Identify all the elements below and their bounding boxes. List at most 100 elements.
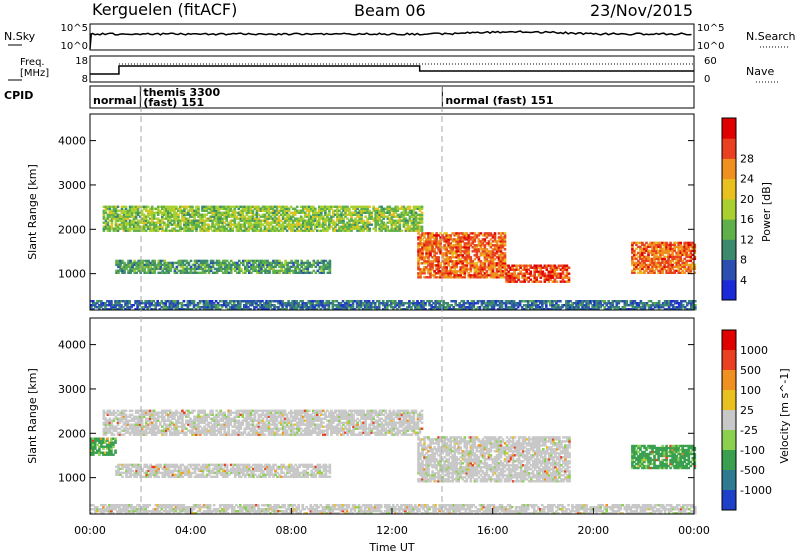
heatmap-cell — [134, 225, 138, 228]
heatmap-cell — [673, 255, 677, 259]
heatmap-cell — [322, 259, 326, 263]
heatmap-cell — [191, 209, 194, 212]
heatmap-cell — [433, 264, 436, 267]
heatmap-cell — [210, 300, 214, 303]
heatmap-cell — [693, 263, 697, 267]
heatmap-cell — [448, 304, 452, 307]
heatmap-cell — [304, 271, 308, 274]
heatmap-cell — [360, 221, 363, 224]
heatmap-cell — [156, 219, 160, 222]
heatmap-cell — [635, 261, 638, 265]
heatmap-cell — [497, 254, 501, 257]
heatmap-cell — [322, 263, 326, 267]
heatmap-cell — [683, 306, 687, 309]
heatmap-cell — [348, 219, 351, 222]
heatmap-cell — [165, 207, 168, 210]
heatmap-cell — [143, 267, 147, 271]
heatmap-cell — [106, 221, 110, 224]
heatmap-cell — [441, 276, 444, 279]
heatmap-cell — [657, 300, 661, 303]
heatmap-cell — [374, 217, 378, 220]
heatmap-cell — [283, 225, 287, 228]
heatmap-cell — [176, 300, 180, 303]
heatmap-cell — [645, 267, 648, 271]
heatmap-cell — [221, 211, 225, 214]
heatmap-cell — [449, 260, 453, 263]
heatmap-cell — [250, 263, 253, 267]
heatmap-cell — [154, 304, 158, 307]
heatmap-cell — [502, 302, 506, 305]
heatmap-cell — [561, 276, 565, 279]
y-tick-label: 2000 — [58, 223, 86, 236]
heatmap-cell — [239, 205, 243, 208]
heatmap-cell — [306, 265, 310, 269]
heatmap-cell — [457, 244, 461, 247]
heatmap-cell — [159, 261, 163, 265]
heatmap-cell — [627, 308, 631, 311]
heatmap-cell — [213, 227, 216, 230]
heatmap-cell — [124, 219, 128, 222]
heatmap-cell — [209, 219, 212, 222]
heatmap-cell — [314, 261, 318, 265]
heatmap-cell — [173, 221, 176, 224]
heatmap-cell — [367, 306, 371, 309]
heatmap-cell — [217, 209, 220, 212]
heatmap-cell — [220, 306, 224, 309]
heatmap-cell — [293, 302, 296, 305]
heatmap-cell — [669, 243, 672, 247]
heatmap-cell — [165, 217, 168, 220]
heatmap-cell — [631, 302, 635, 305]
heatmap-cell — [358, 209, 361, 212]
heatmap-cell — [171, 207, 174, 210]
heatmap-cell — [665, 249, 668, 253]
heatmap-cell — [394, 223, 398, 226]
heatmap-cell — [140, 308, 143, 311]
heatmap-cell — [404, 209, 408, 212]
heatmap-cell — [543, 280, 547, 283]
heatmap-cell — [669, 271, 672, 274]
heatmap-cell — [112, 429, 116, 432]
heatmap-cell — [177, 223, 180, 226]
heatmap-cell — [549, 270, 553, 273]
heatmap-cell — [494, 300, 498, 303]
heatmap-cell — [366, 207, 369, 210]
heatmap-cell — [218, 304, 222, 307]
heatmap-cell — [549, 276, 553, 279]
heatmap-cell — [497, 266, 501, 269]
heatmap-cell — [421, 232, 424, 235]
heatmap-cell — [122, 409, 126, 412]
heatmap-cell — [645, 249, 648, 253]
heatmap-cell — [277, 308, 280, 311]
heatmap-cell — [215, 227, 218, 230]
heatmap-cell — [356, 211, 359, 214]
heatmap-cell — [591, 304, 594, 307]
heatmap-cell — [402, 308, 405, 311]
heatmap-cell — [303, 205, 307, 208]
heatmap-cell — [127, 263, 130, 267]
heatmap-cell — [112, 205, 116, 208]
heatmap-cell — [419, 250, 422, 253]
heatmap-cell — [495, 242, 499, 245]
heatmap-cell — [418, 227, 422, 230]
heatmap-cell — [510, 302, 514, 305]
heatmap-cell — [390, 229, 394, 232]
heatmap-cell — [461, 246, 465, 249]
heatmap-cell — [479, 248, 483, 251]
heatmap-cell — [365, 304, 369, 307]
heatmap-cell — [667, 261, 670, 265]
heatmap-cell — [297, 209, 301, 212]
heatmap-cell — [649, 259, 652, 263]
heatmap-cell — [465, 234, 469, 237]
heatmap-cell — [433, 258, 436, 261]
heatmap-cell — [169, 221, 172, 224]
heatmap-cell — [281, 306, 284, 309]
heatmap-cell — [102, 411, 106, 414]
heatmap-cell — [609, 306, 613, 309]
heatmap-cell — [177, 269, 181, 272]
heatmap-cell — [406, 205, 410, 208]
heatmap-cell — [483, 258, 487, 261]
heatmap-cell — [324, 221, 327, 224]
heatmap-cell — [641, 263, 644, 267]
heatmap-cell — [659, 243, 662, 247]
heatmap-cell — [641, 251, 644, 255]
